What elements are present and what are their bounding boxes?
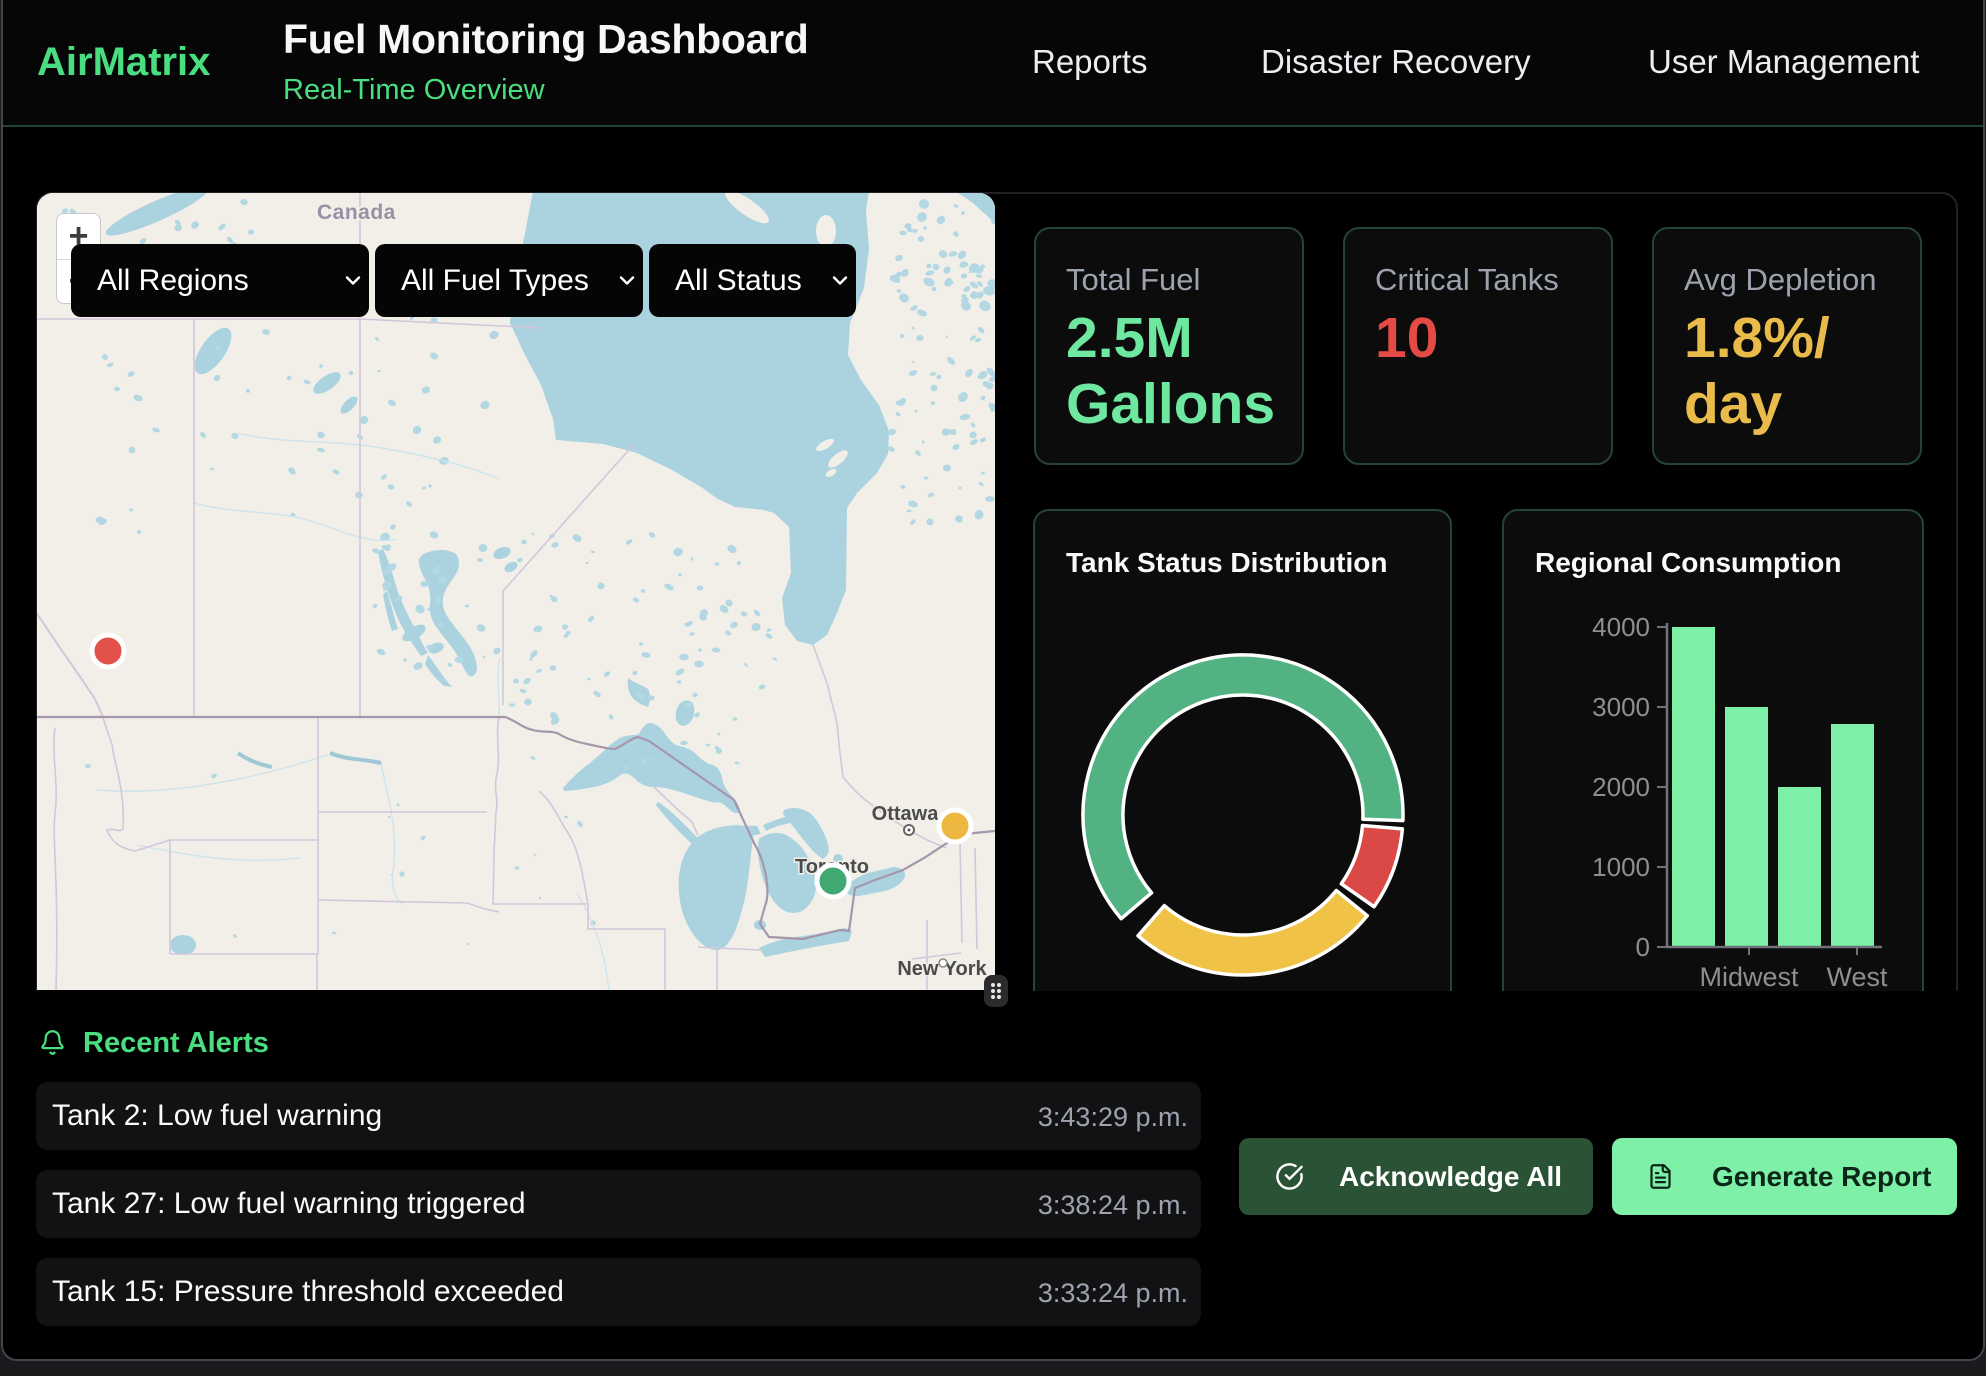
svg-text:1000: 1000 — [1592, 852, 1650, 882]
svg-text:3000: 3000 — [1592, 692, 1650, 722]
svg-text:Midwest: Midwest — [1699, 962, 1799, 992]
svg-text:Ottawa: Ottawa — [872, 803, 940, 825]
svg-text:West: West — [1826, 962, 1888, 992]
svg-text:4000: 4000 — [1592, 612, 1650, 642]
svg-text:2000: 2000 — [1592, 772, 1650, 802]
svg-text:0: 0 — [1636, 932, 1650, 962]
svg-text:Canada: Canada — [317, 201, 396, 224]
